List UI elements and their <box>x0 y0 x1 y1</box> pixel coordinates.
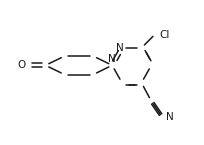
Text: N: N <box>165 112 173 122</box>
Text: N: N <box>116 43 124 53</box>
Text: Cl: Cl <box>159 30 169 40</box>
Text: N: N <box>108 54 115 64</box>
Text: O: O <box>17 60 26 70</box>
